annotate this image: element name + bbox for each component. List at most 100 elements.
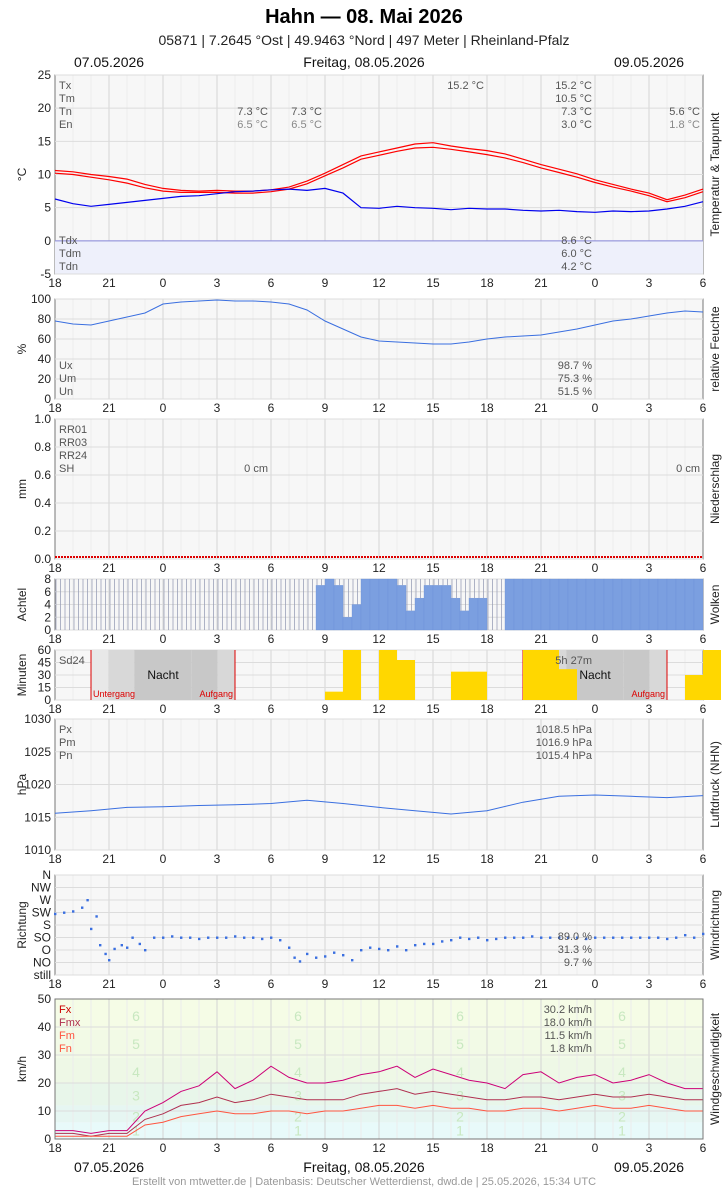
winddirection-x-tick-label: 12 [372, 977, 386, 991]
windspeed-legend-label: Fmx [59, 1017, 81, 1029]
clouds-bar [387, 578, 398, 631]
clouds-x-tick-label: 12 [372, 632, 386, 646]
winddirection-point [621, 936, 624, 939]
winddirection-point [261, 937, 264, 941]
humidity-stat-value: 98.7 % [558, 360, 592, 372]
sunshine-x-tick-label: 18 [480, 702, 494, 716]
clouds-x-tick-label: 21 [102, 632, 116, 646]
temperature-legend-label: Tx [59, 80, 72, 92]
temperature-stat-value: 3.0 °C [561, 119, 592, 131]
precipitation-legend-label: RR03 [59, 437, 87, 449]
pressure-x-tick-label: 3 [214, 852, 221, 866]
winddirection-y-tick-label: NW [31, 881, 52, 895]
windspeed-beaufort-number: 4 [132, 1064, 140, 1080]
humidity-y-tick-label: 60 [38, 332, 52, 346]
page-title: Hahn — 08. Mai 2026 [265, 6, 463, 28]
sunshine-night1-night-label: Nacht [147, 668, 179, 682]
sunshine-x-tick-label: 21 [534, 702, 548, 716]
pressure-legend-label: Pm [59, 737, 76, 749]
sunshine-night2-night-label: Nacht [579, 668, 611, 682]
precipitation-x-tick-label: 12 [372, 561, 386, 575]
winddirection-point [684, 934, 687, 937]
humidity-x-tick-label: 18 [480, 401, 494, 415]
winddirection-point [279, 939, 282, 942]
winddirection-point [126, 946, 129, 949]
humidity-legend-label: Un [59, 386, 73, 398]
windspeed-beaufort-number: 5 [456, 1036, 464, 1052]
winddirection-point [441, 940, 444, 943]
precipitation-x-tick-label: 15 [426, 561, 440, 575]
winddirection-x-tick-label: 0 [160, 977, 167, 991]
winddirection-point [270, 936, 273, 939]
pressure-x-tick-label: 6 [700, 852, 707, 866]
humidity-x-tick-label: 6 [268, 401, 275, 415]
clouds-bar [333, 585, 344, 631]
clouds-bar [432, 585, 443, 631]
temperature-stat-value: 10.5 °C [555, 93, 592, 105]
winddirection-point [72, 910, 75, 913]
clouds-x-tick-label: 6 [268, 632, 275, 646]
temperature-series-tmax [54, 142, 704, 201]
windspeed-beaufort-number: 2 [618, 1109, 626, 1125]
precipitation-x-tick-label: 6 [268, 561, 275, 575]
clouds-bar [612, 578, 623, 631]
precipitation-x-tick-label: 9 [322, 561, 329, 575]
sunshine-bar [685, 675, 703, 700]
sunshine-x-tick-label: 21 [102, 702, 116, 716]
temperature-dew-stat-value: 8.6 °C [561, 235, 592, 247]
humidity-x-tick-label: 9 [322, 401, 329, 415]
temperature-en-day2: 1.8 °C [669, 119, 700, 131]
precipitation-side-label: Niederschlag [708, 454, 722, 524]
winddirection-point [315, 956, 318, 959]
date-center-top: Freitag, 08.05.2026 [303, 54, 425, 70]
precipitation-y-tick-label: 1.0 [34, 412, 51, 426]
windspeed-beaufort-number: 6 [456, 1008, 464, 1024]
winddirection-point [342, 954, 345, 957]
humidity-x-tick-label: 0 [160, 401, 167, 415]
winddirection-point [95, 915, 98, 918]
winddirection-point [108, 959, 111, 962]
clouds-bar [549, 578, 560, 631]
windspeed-beaufort-number: 2 [456, 1109, 464, 1125]
temperature-x-tick-label: 3 [214, 276, 221, 290]
clouds-bar [441, 585, 452, 631]
pressure-x-tick-label: 0 [592, 852, 599, 866]
precipitation-y-tick-label: 0.4 [34, 496, 51, 510]
winddirection-point [612, 936, 615, 939]
winddirection-point [378, 947, 381, 951]
winddirection-point [153, 936, 156, 939]
humidity-stat-value: 75.3 % [558, 373, 592, 385]
winddirection-x-tick-label: 15 [426, 977, 440, 991]
winddirection-x-tick-label: 6 [700, 977, 707, 991]
winddirection-point [486, 939, 489, 942]
winddirection-point [306, 952, 309, 956]
winddirection-point [90, 927, 93, 931]
temperature-dew-stat-value: 4.2 °C [561, 261, 592, 273]
temperature-legend-label: En [59, 119, 72, 131]
windspeed-legend-label: Fx [59, 1004, 72, 1016]
clouds-x-tick-label: 0 [160, 632, 167, 646]
clouds-y-tick-label: 8 [44, 572, 51, 586]
precipitation-y-axis-label: mm [15, 479, 29, 499]
humidity-y-axis-label: % [15, 343, 29, 354]
clouds-bar [315, 585, 326, 631]
winddirection-point [702, 932, 705, 936]
clouds-x-tick-label: 3 [646, 632, 653, 646]
windspeed-beaufort-number: 5 [294, 1036, 302, 1052]
pressure-y-axis-label: hPa [15, 774, 29, 796]
clouds-bar [423, 585, 434, 631]
clouds-bar [630, 578, 641, 631]
pressure-x-tick-label: 6 [268, 852, 275, 866]
humidity-legend-label: Um [59, 373, 76, 385]
windspeed-side-label: Windgeschwindigkeit [708, 1012, 722, 1125]
clouds-bar [540, 578, 551, 631]
pressure-x-tick-label: 9 [322, 852, 329, 866]
sunshine-bar [559, 669, 577, 700]
windspeed-x-tick-label: 0 [592, 1141, 599, 1155]
windspeed-x-tick-label: 9 [322, 1141, 329, 1155]
temperature-x-tick-label: 12 [372, 276, 386, 290]
winddirection-point [63, 911, 66, 914]
winddirection-point [171, 935, 174, 938]
winddirection-point [396, 945, 399, 948]
clouds-bar [513, 578, 524, 631]
